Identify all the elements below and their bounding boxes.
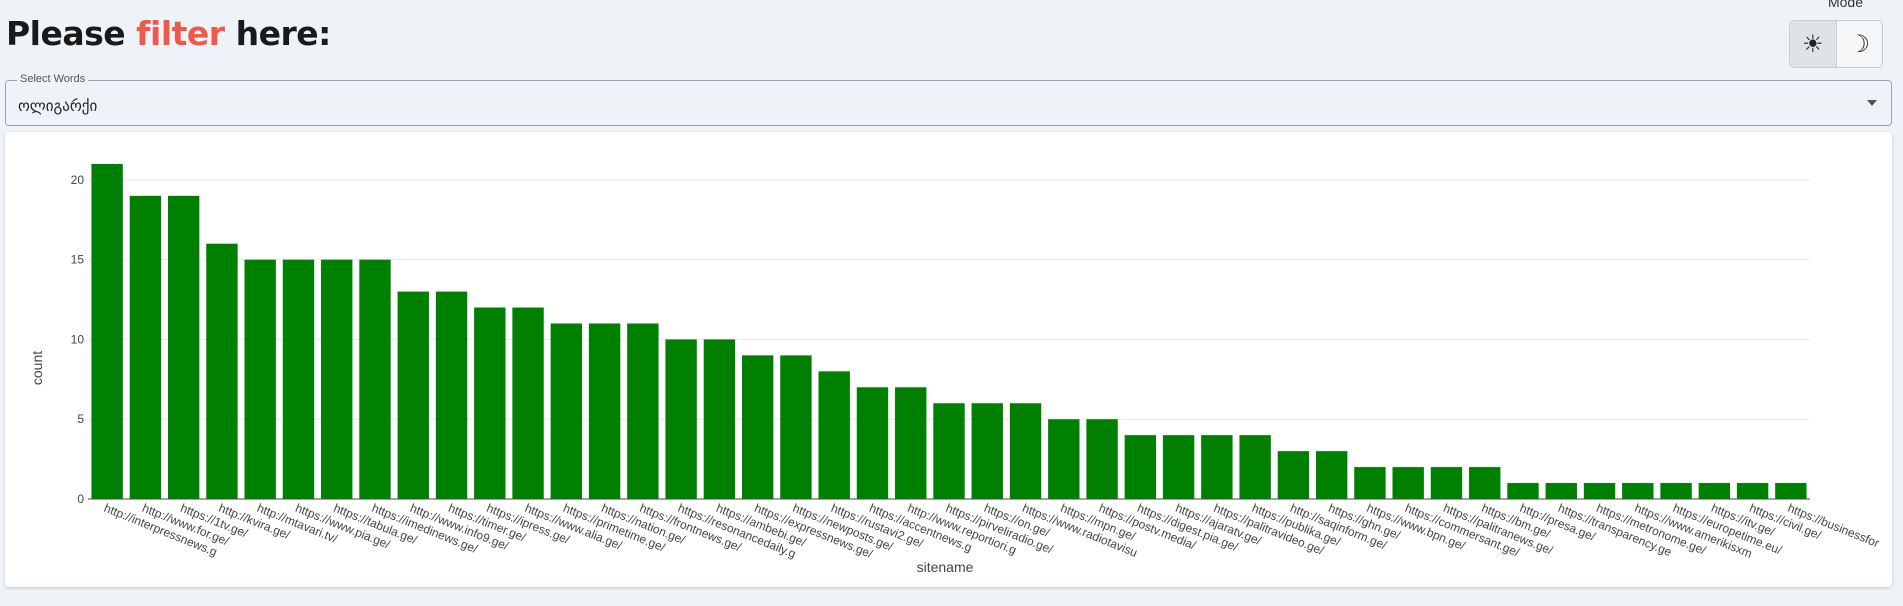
select-words-dropdown[interactable]: Select Words ოლიგარქი — [5, 73, 1892, 126]
bar — [512, 307, 544, 499]
bar — [895, 387, 927, 499]
bar — [1315, 451, 1348, 499]
bar — [1124, 435, 1157, 499]
bar — [1009, 403, 1042, 499]
bar — [1392, 467, 1424, 499]
bar — [359, 259, 391, 499]
bar — [588, 323, 621, 499]
bar — [167, 195, 200, 499]
dark-mode-button[interactable]: ☽ — [1837, 21, 1883, 67]
bar — [244, 259, 276, 499]
bar — [1507, 483, 1539, 499]
bar — [321, 259, 353, 499]
bar — [627, 323, 659, 499]
moon-icon: ☽ — [1848, 30, 1870, 58]
page-title: Please filter here: — [6, 14, 331, 53]
bar — [1162, 435, 1195, 499]
bar — [397, 291, 429, 499]
bar — [1277, 451, 1310, 499]
bar — [1736, 483, 1769, 499]
bar — [856, 387, 889, 499]
light-mode-button[interactable]: ☀ — [1790, 21, 1837, 67]
bar — [550, 323, 583, 499]
bar — [1048, 419, 1080, 499]
x-axis-title: sitename — [917, 559, 974, 575]
bar — [971, 403, 1003, 499]
chevron-down-icon[interactable] — [1867, 100, 1877, 106]
y-axis-title: count — [29, 351, 45, 385]
bar — [1622, 483, 1654, 499]
sun-icon: ☀ — [1801, 30, 1824, 58]
bar — [1469, 467, 1501, 499]
title-pre: Please — [6, 14, 137, 53]
title-post: here: — [224, 14, 332, 53]
bar — [703, 339, 736, 499]
mode-label: Mode — [1827, 0, 1863, 10]
bar — [1239, 435, 1271, 499]
mode-toggle[interactable]: ☀ ☽ — [1789, 20, 1883, 68]
bar — [1201, 435, 1233, 499]
bar — [665, 339, 697, 499]
select-value: ოლიგარქი — [18, 97, 98, 115]
title-accent: filter — [136, 14, 225, 53]
bar — [780, 355, 812, 499]
bar — [1086, 419, 1118, 499]
bar — [1583, 483, 1616, 499]
bar-chart: 05101520http://interpressnews.ghttp://ww… — [29, 163, 1881, 575]
bar — [474, 307, 506, 499]
y-tick-label: 15 — [71, 253, 85, 267]
chart-card: 0 5 10 15 20 http://interpressnews.g http://ww… — [5, 132, 1892, 587]
bar — [818, 371, 850, 499]
bar — [1354, 467, 1386, 499]
y-tick-label: 5 — [77, 412, 84, 426]
y-tick-label: 0 — [77, 492, 84, 506]
bar — [1545, 483, 1577, 499]
select-legend: Select Words — [17, 73, 89, 85]
bar — [282, 259, 315, 499]
bar — [1660, 483, 1692, 499]
bar — [933, 403, 965, 499]
y-tick-label: 20 — [71, 173, 85, 187]
bar — [741, 355, 774, 499]
bar — [1775, 483, 1807, 499]
bar — [129, 195, 162, 499]
y-tick-label: 10 — [71, 332, 85, 346]
bar — [91, 163, 123, 500]
bar — [435, 291, 468, 499]
bar — [206, 243, 238, 499]
bar — [1698, 483, 1731, 499]
bar — [1430, 467, 1463, 499]
